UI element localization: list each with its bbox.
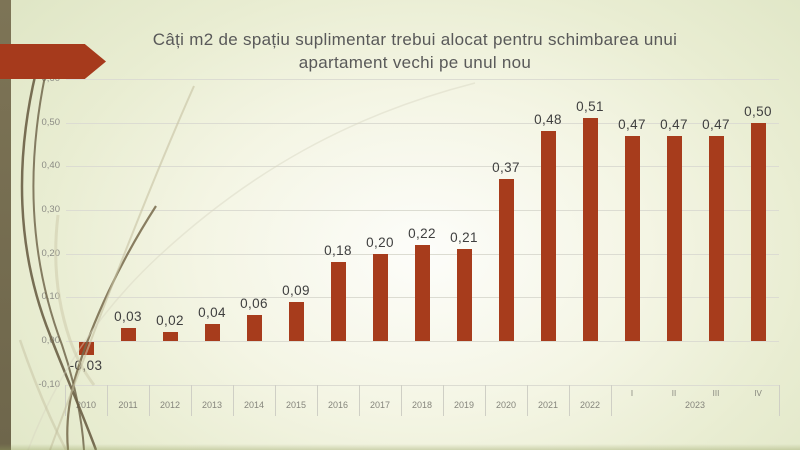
x-axis-year-label: 2018 [411,400,433,410]
left-accent-band [0,0,11,450]
bar-2019 [456,249,472,341]
y-axis-tick-label: 0,10 [41,291,61,303]
bar-value-label: 0,20 [366,234,394,250]
bar-value-label: 0,21 [450,230,478,246]
bar-2013 [204,323,220,341]
bar-value-label: -0,03 [69,358,103,374]
slide-title: Câți m2 de spațiu suplimentar trebui alo… [110,29,720,74]
axis-tick-separator [275,385,276,416]
bar-value-label: 0,04 [198,304,226,320]
bar-value-label: 0,47 [702,116,730,132]
x-axis-quarter-label: IV [754,389,762,398]
axis-tick-separator [359,385,360,416]
bar-2010 [78,342,94,356]
bar-2014 [246,314,262,341]
axis-tick-separator [443,385,444,416]
bar-value-label: 0,09 [282,282,310,298]
x-axis-year-label: 2016 [327,400,349,410]
slide-title-line2: apartament vechi pe unul nou [298,52,532,72]
bar-value-label: 0,50 [744,103,772,119]
bar-2020 [498,179,514,341]
axis-tick-separator [233,385,234,416]
bar-2011 [120,327,136,341]
bar-2012 [162,332,178,341]
gridline [66,384,779,386]
y-axis-tick-label: -0,10 [38,378,60,390]
x-axis-year-label: 2011 [118,400,138,410]
bar-2021 [540,131,556,341]
x-axis-year-label: 2017 [369,400,391,410]
red-arrow-accent [0,44,106,79]
x-axis-quarter-label: II [671,389,677,398]
gridline [66,341,779,342]
bar-IV [750,122,766,341]
bar-2022 [582,118,598,341]
x-axis-year-label: 2019 [453,400,475,410]
gridline [66,78,779,80]
bar-value-label: 0,47 [618,116,646,132]
bar-value-label: 0,37 [492,160,520,176]
x-axis-year-label: 2010 [75,400,97,410]
bar-III [708,135,724,341]
x-axis-quarter-label: III [712,389,720,398]
axis-tick-separator [611,385,612,416]
x-axis-year-label: 2022 [579,400,601,410]
x-axis-year-label: 2012 [159,400,181,410]
slide-title-line1: Câți m2 de spațiu suplimentar trebui alo… [152,30,678,49]
bar-2017 [372,253,388,341]
axis-tick-separator [401,385,402,416]
bar-value-label: 0,51 [576,99,604,115]
axis-tick-separator [527,385,528,416]
gridline [66,166,779,168]
y-axis-tick-label: 0,00 [41,335,61,346]
bar-value-label: 0,22 [408,225,436,241]
x-axis-year-label: 2021 [537,400,559,410]
bar-value-label: 0,06 [240,295,268,311]
axis-tick-separator [317,385,318,416]
bar-value-label: 0,47 [660,116,688,132]
y-axis-tick-label: 0,40 [41,160,61,172]
x-axis-year-label: 2015 [285,400,307,410]
bar-value-label: 0,48 [534,112,562,128]
bar-value-label: 0,18 [324,243,352,259]
bottom-edge-shade [0,444,800,450]
x-axis-year-label: 2014 [243,400,265,410]
x-axis-group-label-2023: 2023 [684,400,706,410]
x-axis-year-label: 2013 [201,400,223,410]
bar-2016 [330,262,346,341]
gridline [66,209,779,211]
gridline [66,122,779,124]
axis-tick-separator [779,385,780,416]
axis-tick-separator [569,385,570,416]
y-axis-tick-label: 0,20 [41,247,61,259]
y-axis-tick-label: 0,50 [41,116,61,128]
bar-I [624,135,640,341]
x-axis-quarter-label: I [630,389,634,398]
x-axis-year-label: 2020 [495,400,517,410]
bar-2015 [288,301,304,341]
bar-II [666,135,682,341]
bar-2018 [414,244,430,341]
y-axis-tick-label: 0,30 [41,203,61,215]
axis-tick-separator [485,385,486,416]
